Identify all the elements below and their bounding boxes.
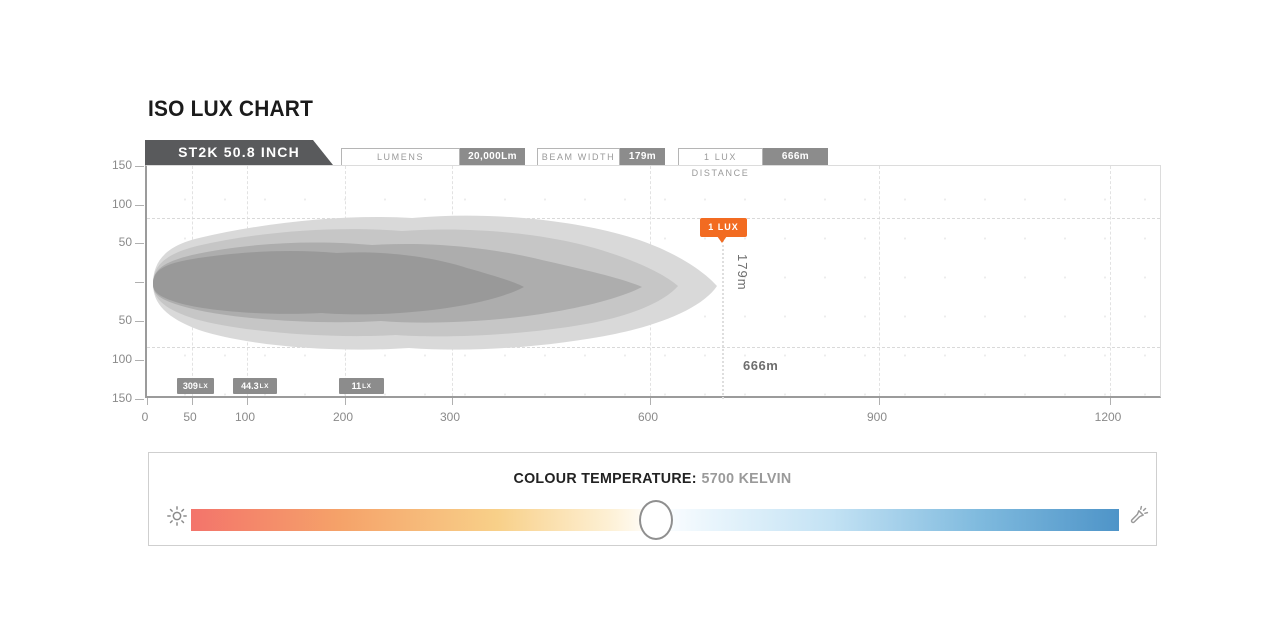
y-tick-label: 50 [118, 235, 132, 249]
x-tick-mark [650, 398, 651, 405]
x-tick-label: 50 [183, 410, 197, 424]
lux-marker-value: 44.3 [241, 381, 259, 391]
lux-marker-11: 11 LX [339, 378, 384, 394]
x-tick-label: 300 [439, 410, 461, 424]
colour-temperature-slider-thumb[interactable] [639, 500, 673, 540]
lux-marker-unit: LX [198, 382, 209, 390]
lux-marker-unit: LX [259, 382, 269, 390]
lux-marker-44: 44.3 LX [233, 378, 277, 394]
y-tick-label: 150 [111, 391, 132, 405]
x-gridline [879, 166, 880, 396]
colour-temperature-label: COLOUR TEMPERATURE: [513, 470, 697, 487]
y-tick-mark [135, 205, 144, 206]
x-gridline [1110, 166, 1111, 396]
flashlight-icon [1130, 505, 1149, 524]
x-tick-mark [452, 398, 453, 405]
stat-beam-width-value: 179m [620, 148, 665, 166]
colour-temperature-value: 5700 KELVIN [701, 470, 792, 487]
x-tick-label: 0 [141, 410, 149, 424]
one-lux-distance-annotation: 666m [743, 358, 779, 373]
stat-lumens: LUMENS 20,000Lm [341, 148, 525, 166]
x-tick-mark [345, 398, 346, 405]
y-tick-mark [135, 166, 144, 167]
y-tick-label: 100 [111, 197, 132, 211]
x-tick-mark [247, 398, 248, 405]
beam-pattern [153, 215, 717, 350]
stat-lumens-value: 20,000Lm [460, 148, 525, 166]
stat-one-lux-distance-value: 666m [763, 148, 828, 166]
x-tick-mark [1110, 398, 1111, 405]
colour-temperature-panel: COLOUR TEMPERATURE: 5700 KELVIN [148, 452, 1157, 546]
one-lux-badge-pointer-icon [717, 236, 727, 243]
x-tick-label: 900 [866, 410, 888, 424]
y-tick-mark [135, 321, 144, 322]
product-tab[interactable]: ST2K 50.8 INCH [145, 140, 333, 165]
lux-marker-value: 309 [182, 381, 198, 391]
one-lux-marker-line [722, 240, 724, 399]
x-tick-label: 100 [234, 410, 256, 424]
beam-width-upper-gridline [147, 218, 1160, 219]
x-tick-mark [879, 398, 880, 405]
lux-marker-value: 11 [351, 381, 362, 391]
x-tick-label: 600 [637, 410, 659, 424]
stat-lumens-label: LUMENS [341, 148, 460, 166]
y-tick-mark [135, 360, 144, 361]
y-tick-mark [135, 282, 144, 283]
y-tick-label: 150 [111, 158, 132, 172]
one-lux-badge: 1 LUX [700, 218, 747, 237]
stat-beam-width-label: BEAM WIDTH [537, 148, 620, 166]
x-tick-label: 1200 [1094, 410, 1122, 424]
x-tick-mark [192, 398, 193, 405]
y-tick-label: 100 [111, 352, 132, 366]
stat-one-lux-distance: 1 LUX DISTANCE 666m [678, 148, 828, 178]
y-tick-label: 50 [118, 313, 132, 327]
plot-area: 1 LUX 179m 666m 309 LX 44.3 LX 11 LX [135, 165, 1161, 405]
stat-one-lux-distance-label: 1 LUX DISTANCE [678, 148, 763, 178]
lux-marker-unit: LX [362, 382, 372, 390]
beam-contour-309lux [153, 251, 524, 315]
sun-icon [167, 506, 187, 526]
y-tick-mark [135, 399, 144, 400]
page-title: ISO LUX CHART [148, 96, 314, 121]
stat-beam-width: BEAM WIDTH 179m [537, 148, 665, 166]
lux-marker-309: 309 LX [177, 378, 214, 394]
colour-temperature-heading: COLOUR TEMPERATURE: 5700 KELVIN [174, 470, 1131, 487]
x-tick-label: 200 [332, 410, 354, 424]
beam-width-annotation: 179m [735, 254, 750, 291]
x-tick-mark [147, 398, 148, 405]
y-tick-mark [135, 243, 144, 244]
beam-width-lower-gridline [147, 347, 1160, 348]
